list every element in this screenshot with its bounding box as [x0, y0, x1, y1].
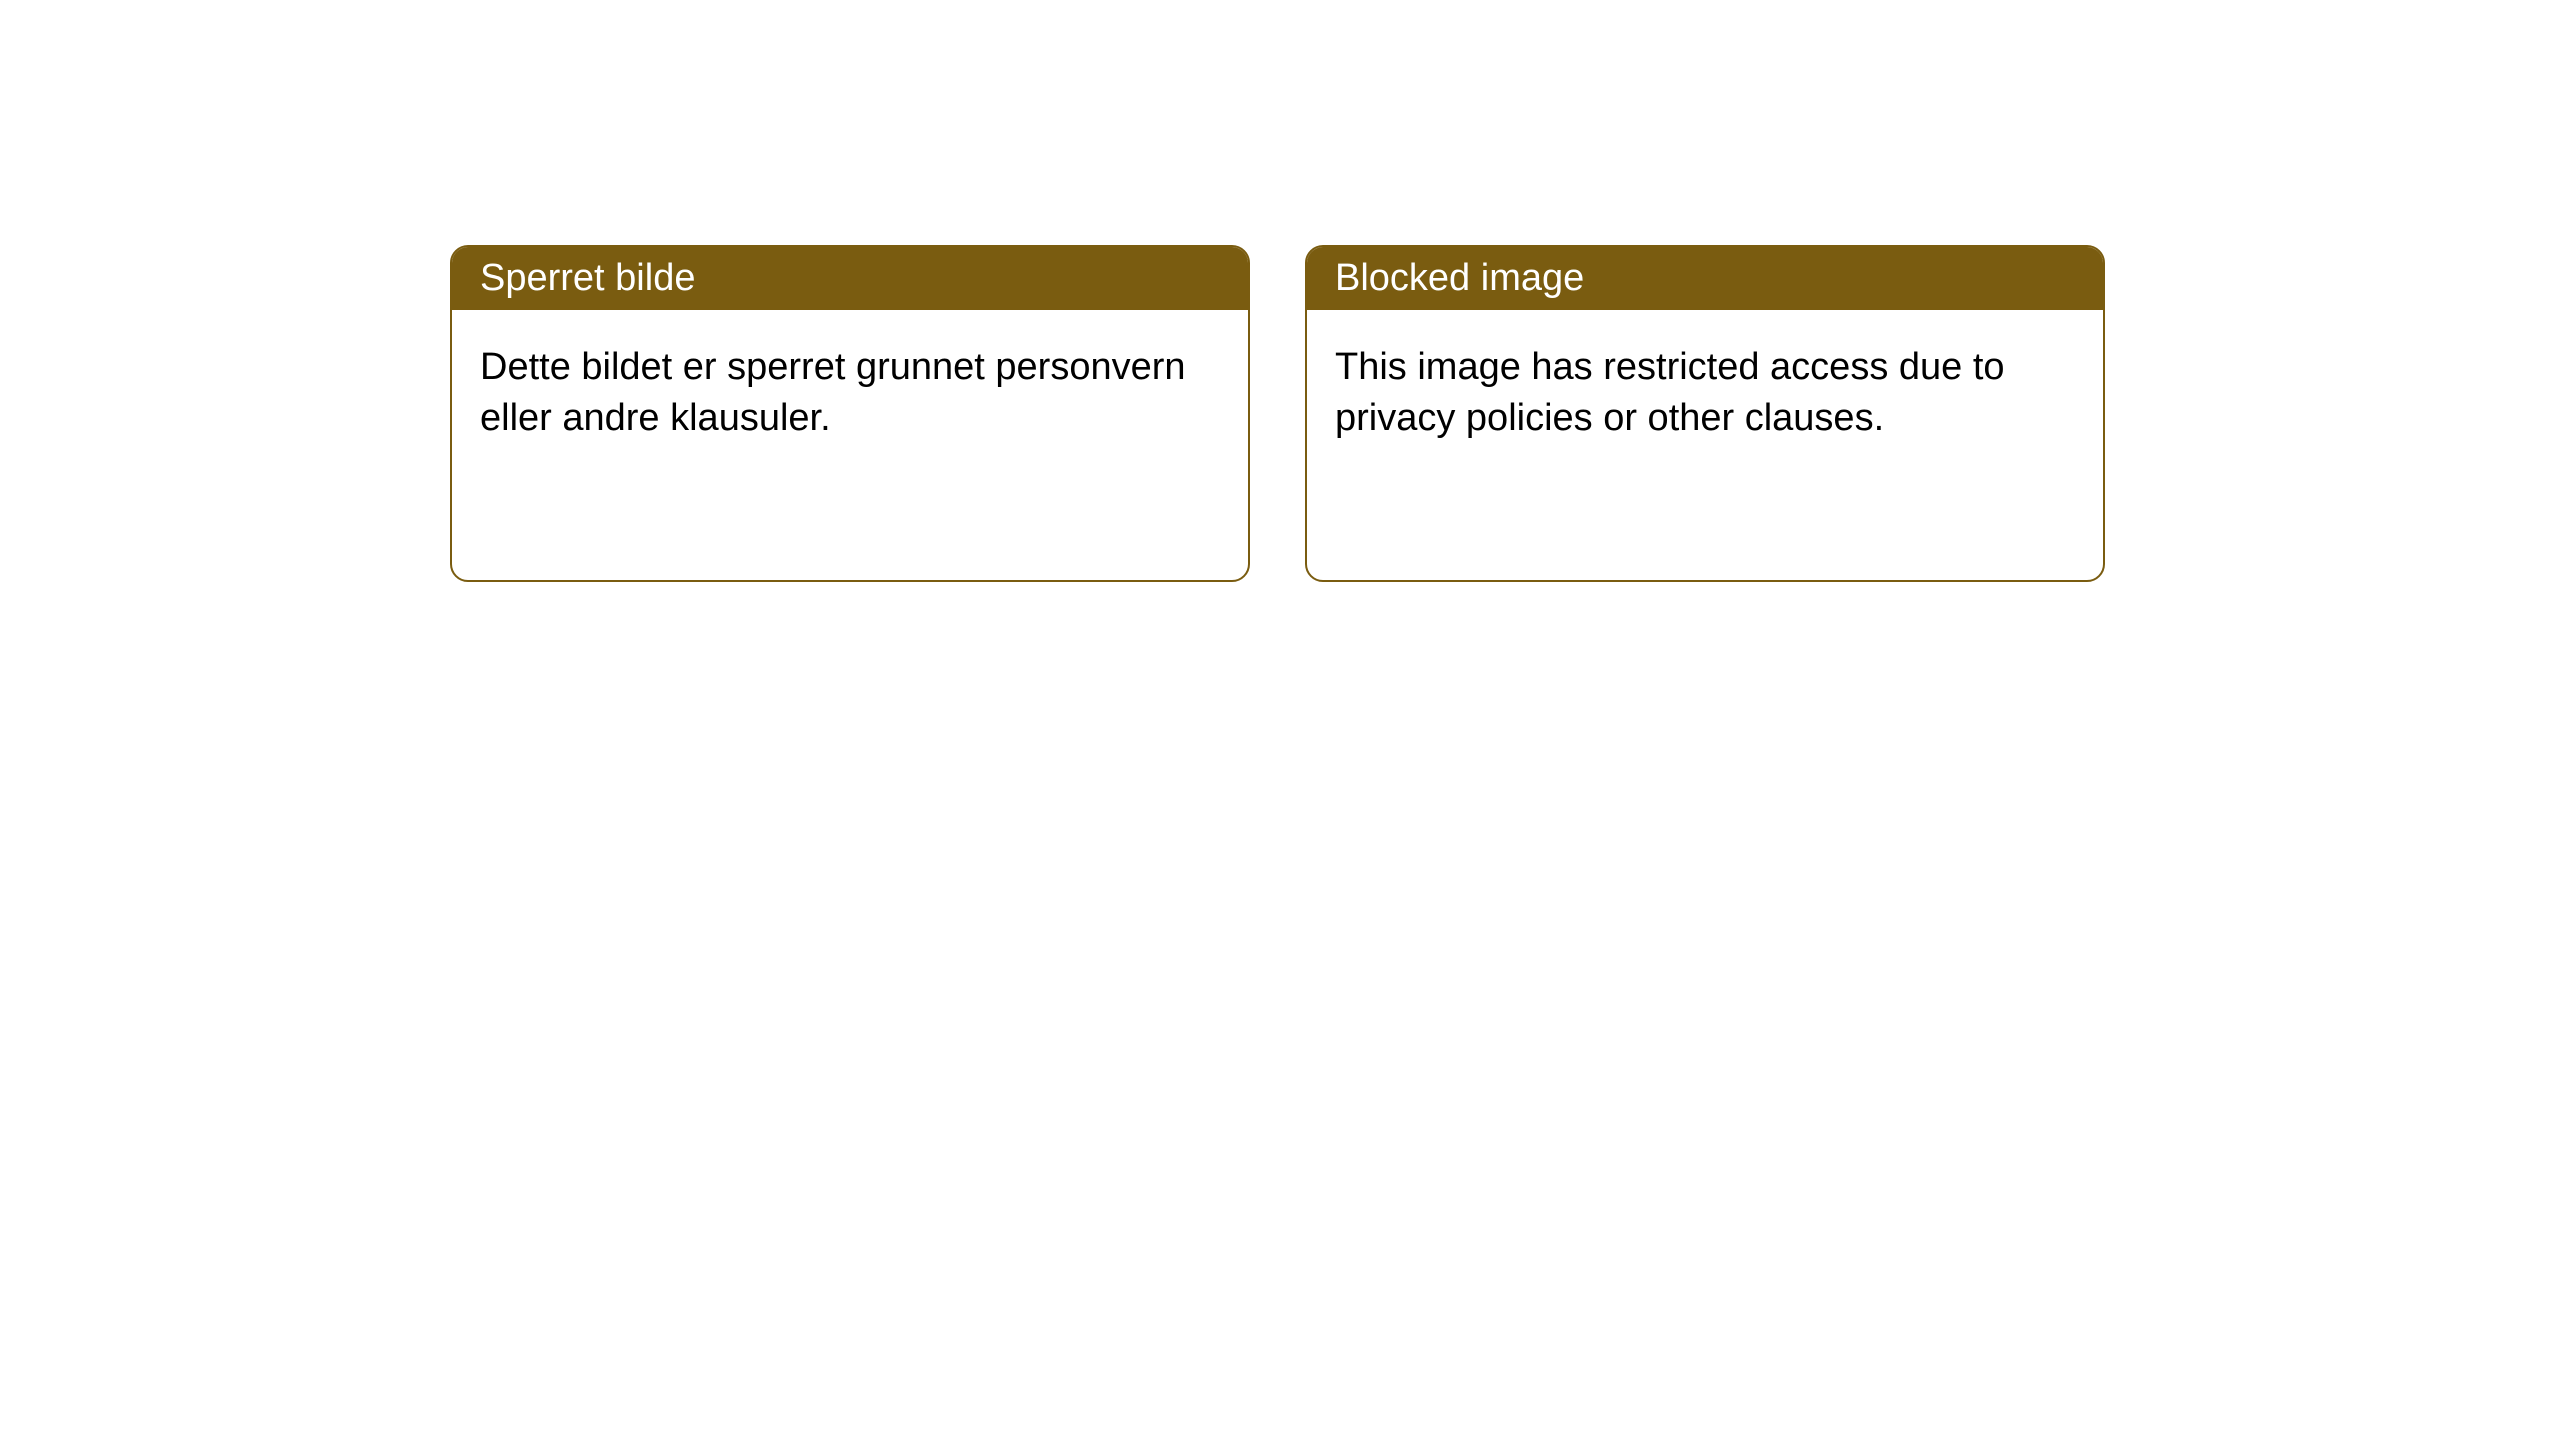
card-message: Dette bildet er sperret grunnet personve… — [480, 346, 1186, 439]
notice-cards-container: Sperret bilde Dette bildet er sperret gr… — [450, 245, 2105, 582]
card-header: Sperret bilde — [452, 247, 1248, 310]
card-header: Blocked image — [1307, 247, 2103, 310]
card-title: Sperret bilde — [480, 257, 695, 299]
card-body: This image has restricted access due to … — [1307, 310, 2103, 580]
card-message: This image has restricted access due to … — [1335, 346, 2005, 439]
card-title: Blocked image — [1335, 257, 1584, 299]
blocked-image-card-en: Blocked image This image has restricted … — [1305, 245, 2105, 582]
card-body: Dette bildet er sperret grunnet personve… — [452, 310, 1248, 580]
blocked-image-card-no: Sperret bilde Dette bildet er sperret gr… — [450, 245, 1250, 582]
